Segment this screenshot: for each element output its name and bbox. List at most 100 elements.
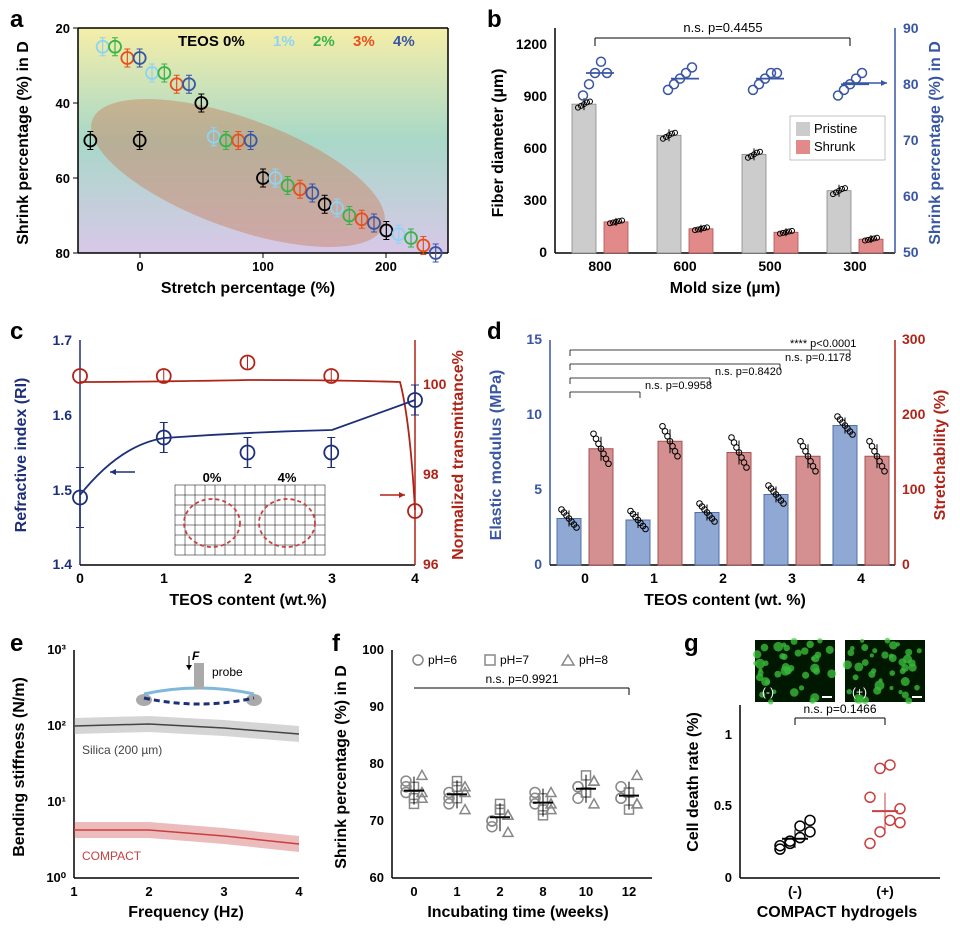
svg-text:70: 70: [370, 813, 384, 828]
svg-text:800: 800: [588, 258, 612, 274]
svg-text:0: 0: [539, 244, 547, 260]
svg-text:4: 4: [411, 570, 419, 586]
svg-text:4%: 4%: [278, 470, 297, 485]
svg-text:2: 2: [244, 570, 252, 586]
svg-text:0: 0: [725, 870, 732, 885]
svg-text:40: 40: [56, 96, 70, 111]
panel-label-e: e: [10, 630, 23, 658]
svg-text:1: 1: [453, 884, 460, 899]
svg-text:3: 3: [220, 884, 227, 899]
svg-text:1: 1: [160, 570, 168, 586]
svg-text:F: F: [192, 649, 200, 663]
panel-a-svg: 20 40 60 80 0 100 200 TEOS 0% 1% 2% 3% 4…: [8, 8, 473, 298]
svg-text:100: 100: [423, 376, 447, 392]
svg-text:Refractive index (RI): Refractive index (RI): [13, 378, 30, 533]
svg-text:4: 4: [295, 884, 303, 899]
svg-text:2%: 2%: [313, 33, 335, 50]
panel-f: f 60 70 80 90 100 0 1 2 8 10 12 pH=6: [330, 632, 670, 922]
svg-text:1.4: 1.4: [53, 556, 73, 572]
svg-text:Shrunk: Shrunk: [814, 139, 856, 154]
svg-text:15: 15: [526, 331, 542, 347]
svg-text:8: 8: [539, 884, 546, 899]
panel-b-svg: 0 300 600 900 1200 50 60 70 80 90 n.s. p…: [485, 8, 955, 298]
svg-text:10³: 10³: [47, 642, 66, 657]
svg-text:COMPACT hydrogels: COMPACT hydrogels: [757, 904, 918, 921]
probe-diagram: F probe: [136, 649, 262, 706]
svg-text:(+): (+): [876, 883, 894, 899]
svg-text:0: 0: [410, 884, 417, 899]
svg-text:4%: 4%: [393, 33, 415, 50]
points: [401, 770, 642, 836]
panel-label-a: a: [10, 6, 23, 34]
svg-text:0%: 0%: [203, 470, 222, 485]
svg-text:0.5: 0.5: [714, 798, 732, 813]
panel-c-svg: 1.4 1.5 1.6 1.7 96 98 100 0 1 2 3 4: [8, 320, 473, 610]
svg-text:600: 600: [673, 258, 697, 274]
svg-text:COMPACT: COMPACT: [82, 849, 142, 863]
svg-text:**** p<0.0001: **** p<0.0001: [790, 338, 856, 350]
svg-text:100: 100: [362, 642, 384, 657]
svg-text:Normalized transmittance%: Normalized transmittance%: [450, 350, 467, 560]
svg-text:5: 5: [534, 481, 542, 497]
svg-text:0: 0: [902, 556, 910, 572]
panel-label-f: f: [332, 630, 340, 658]
svg-text:(+): (+): [852, 685, 867, 699]
svg-text:2: 2: [496, 884, 503, 899]
svg-text:300: 300: [902, 331, 926, 347]
svg-text:1%: 1%: [273, 33, 295, 50]
svg-text:96: 96: [423, 556, 439, 572]
svg-text:Bending stiffness (N/m): Bending stiffness (N/m): [11, 677, 28, 857]
svg-text:60: 60: [903, 188, 919, 204]
ylabel-right: Shrink percentage (%) in D: [927, 41, 944, 245]
svg-text:n.s. p=0.9921: n.s. p=0.9921: [485, 672, 558, 686]
svg-text:4: 4: [857, 570, 865, 586]
svg-text:0: 0: [136, 259, 143, 274]
svg-text:90: 90: [370, 699, 384, 714]
xlabel: Mold size (µm): [670, 280, 781, 297]
panel-d-svg: 0 5 10 15 0 100 200 300 0 1 2 3 4: [485, 320, 955, 610]
svg-text:20: 20: [56, 21, 70, 36]
svg-text:10²: 10²: [47, 718, 66, 733]
panel-label-g: g: [684, 630, 699, 658]
svg-text:3: 3: [328, 570, 336, 586]
svg-text:probe: probe: [212, 665, 243, 679]
svg-text:Shrink percentage (%) in D: Shrink percentage (%) in D: [333, 665, 350, 869]
svg-text:2: 2: [145, 884, 152, 899]
svg-text:Cell death rate (%): Cell death rate (%): [685, 712, 702, 852]
svg-text:pH=7: pH=7: [500, 653, 529, 667]
svg-text:n.s. p=0.8420: n.s. p=0.8420: [715, 366, 782, 378]
svg-text:200: 200: [902, 406, 926, 422]
svg-text:98: 98: [423, 466, 439, 482]
svg-text:300: 300: [843, 258, 867, 274]
svg-text:Elastic modulus (MPa): Elastic modulus (MPa): [488, 370, 505, 541]
panel-a: a 20 40 60 80 0: [8, 8, 473, 298]
svg-text:Incubating time (weeks): Incubating time (weeks): [427, 904, 608, 921]
svg-text:pH=8: pH=8: [579, 653, 608, 667]
svg-text:12: 12: [622, 884, 636, 899]
svg-text:1: 1: [725, 727, 732, 742]
svg-text:1: 1: [70, 884, 77, 899]
svg-text:80: 80: [56, 246, 70, 261]
svg-text:10: 10: [526, 406, 542, 422]
svg-text:1.7: 1.7: [53, 332, 73, 348]
svg-text:1.5: 1.5: [53, 482, 73, 498]
ylabel-left: Fiber diameter (µm): [490, 69, 507, 218]
ylabel: Shrink percentage (%) in D: [15, 41, 32, 245]
panel-b: b 0 300 600 900 1200 50 60 70 80 90: [485, 8, 955, 298]
svg-text:100: 100: [902, 481, 926, 497]
svg-text:n.s. p=0.1178: n.s. p=0.1178: [785, 352, 851, 364]
svg-text:3: 3: [788, 570, 796, 586]
svg-text:600: 600: [524, 140, 548, 156]
panel-label-c: c: [10, 318, 23, 346]
svg-text:1.6: 1.6: [53, 407, 73, 423]
svg-text:n.s. p=0.4455: n.s. p=0.4455: [683, 20, 762, 35]
svg-text:300: 300: [524, 192, 548, 208]
svg-text:60: 60: [56, 171, 70, 186]
points: [775, 760, 905, 854]
svg-text:0: 0: [76, 570, 84, 586]
svg-text:n.s. p=0.9958: n.s. p=0.9958: [645, 380, 712, 392]
svg-text:70: 70: [903, 132, 919, 148]
svg-text:TEOS content (wt. %): TEOS content (wt. %): [644, 592, 806, 609]
xlabel: Stretch percentage (%): [161, 280, 335, 297]
svg-text:500: 500: [758, 258, 782, 274]
